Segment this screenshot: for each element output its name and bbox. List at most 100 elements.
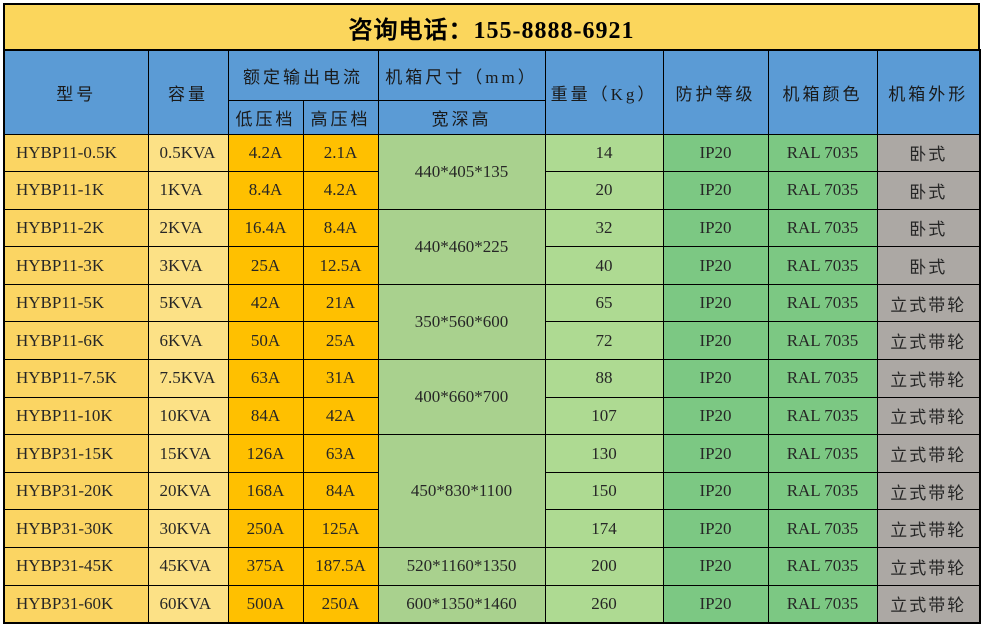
cell-protection: IP20 <box>662 396 769 436</box>
header-model: 型号 <box>3 49 149 135</box>
cell-current-high: 12.5A <box>302 246 379 285</box>
cell-color: RAL 7035 <box>767 208 878 248</box>
cell-size: 450*830*1100 <box>377 434 546 549</box>
cell-capacity: 10KVA <box>147 396 229 436</box>
cell-shape: 立式带轮 <box>876 584 981 624</box>
cell-weight: 20 <box>544 171 664 210</box>
cell-size: 440*405*135 <box>377 133 546 210</box>
cell-weight: 130 <box>544 434 664 473</box>
cell-shape: 立式带轮 <box>876 471 981 511</box>
cell-capacity: 3KVA <box>147 246 229 285</box>
cell-color: RAL 7035 <box>767 359 878 398</box>
cell-model: HYBP11-10K <box>3 396 149 436</box>
cell-capacity: 5KVA <box>147 283 229 323</box>
cell-weight: 72 <box>544 321 664 361</box>
cell-shape: 立式带轮 <box>876 434 981 473</box>
cell-shape: 立式带轮 <box>876 321 981 361</box>
cell-current-low: 126A <box>227 434 304 473</box>
cell-capacity: 1KVA <box>147 171 229 210</box>
cell-current-high: 25A <box>302 321 379 361</box>
cell-capacity: 7.5KVA <box>147 359 229 398</box>
cell-capacity: 15KVA <box>147 434 229 473</box>
cell-size: 520*1160*1350 <box>377 547 546 586</box>
cell-current-high: 84A <box>302 471 379 511</box>
table-row: HYBP31-45K 45KVA 375A 187.5A 520*1160*13… <box>3 547 981 586</box>
cell-current-high: 31A <box>302 359 379 398</box>
cell-model: HYBP31-45K <box>3 547 149 586</box>
cell-size: 400*660*700 <box>377 359 546 436</box>
cell-current-low: 25A <box>227 246 304 285</box>
header-current-group: 额定输出电流 <box>227 49 379 101</box>
cell-protection: IP20 <box>662 246 769 285</box>
cell-model: HYBP31-15K <box>3 434 149 473</box>
cell-capacity: 20KVA <box>147 471 229 511</box>
cell-current-low: 8.4A <box>227 171 304 210</box>
cell-color: RAL 7035 <box>767 547 878 586</box>
header-size-group: 机箱尺寸（mm） <box>377 49 546 101</box>
table-row: HYBP31-30K 30KVA 250A 125A 174 IP20 RAL … <box>3 509 981 549</box>
cell-current-low: 168A <box>227 471 304 511</box>
cell-color: RAL 7035 <box>767 471 878 511</box>
cell-size: 600*1350*1460 <box>377 584 546 624</box>
cell-current-high: 187.5A <box>302 547 379 586</box>
cell-capacity: 2KVA <box>147 208 229 248</box>
cell-color: RAL 7035 <box>767 171 878 210</box>
cell-color: RAL 7035 <box>767 434 878 473</box>
cell-capacity: 0.5KVA <box>147 133 229 173</box>
cell-weight: 14 <box>544 133 664 173</box>
cell-capacity: 6KVA <box>147 321 229 361</box>
cell-current-low: 42A <box>227 283 304 323</box>
cell-shape: 卧式 <box>876 171 981 210</box>
cell-shape: 卧式 <box>876 208 981 248</box>
cell-model: HYBP11-5K <box>3 283 149 323</box>
cell-current-high: 42A <box>302 396 379 436</box>
phone-banner: 咨询电话：155-8888-6921 <box>3 3 980 51</box>
cell-protection: IP20 <box>662 434 769 473</box>
header-current-low: 低压档 <box>227 99 304 135</box>
cell-model: HYBP31-20K <box>3 471 149 511</box>
cell-current-high: 2.1A <box>302 133 379 173</box>
cell-protection: IP20 <box>662 171 769 210</box>
cell-model: HYBP11-0.5K <box>3 133 149 173</box>
cell-model: HYBP11-1K <box>3 171 149 210</box>
cell-color: RAL 7035 <box>767 584 878 624</box>
cell-model: HYBP11-2K <box>3 208 149 248</box>
cell-weight: 32 <box>544 208 664 248</box>
header-shape: 机箱外形 <box>876 49 981 135</box>
cell-protection: IP20 <box>662 584 769 624</box>
cell-weight: 174 <box>544 509 664 549</box>
cell-weight: 88 <box>544 359 664 398</box>
cell-current-high: 8.4A <box>302 208 379 248</box>
cell-current-high: 125A <box>302 509 379 549</box>
cell-model: HYBP31-30K <box>3 509 149 549</box>
table-row: HYBP11-10K 10KVA 84A 42A 107 IP20 RAL 70… <box>3 396 981 436</box>
cell-model: HYBP11-3K <box>3 246 149 285</box>
cell-size: 440*460*225 <box>377 208 546 285</box>
cell-current-low: 84A <box>227 396 304 436</box>
cell-shape: 立式带轮 <box>876 283 981 323</box>
table-row: HYBP11-5K 5KVA 42A 21A 350*560*600 65 IP… <box>3 283 981 361</box>
cell-capacity: 30KVA <box>147 509 229 549</box>
table-row: HYBP11-6K 6KVA 50A 25A 72 IP20 RAL 7035 … <box>3 321 981 361</box>
cell-weight: 40 <box>544 246 664 285</box>
cell-protection: IP20 <box>662 509 769 549</box>
cell-model: HYBP31-60K <box>3 584 149 624</box>
cell-current-low: 250A <box>227 509 304 549</box>
cell-shape: 立式带轮 <box>876 547 981 586</box>
cell-current-high: 250A <box>302 584 379 624</box>
cell-capacity: 60KVA <box>147 584 229 624</box>
cell-protection: IP20 <box>662 471 769 511</box>
cell-current-high: 21A <box>302 283 379 323</box>
cell-current-low: 50A <box>227 321 304 361</box>
cell-weight: 107 <box>544 396 664 436</box>
cell-protection: IP20 <box>662 208 769 248</box>
cell-current-high: 63A <box>302 434 379 473</box>
cell-color: RAL 7035 <box>767 283 878 323</box>
cell-size: 350*560*600 <box>377 283 546 361</box>
cell-protection: IP20 <box>662 547 769 586</box>
table-row: HYBP31-20K 20KVA 168A 84A 150 IP20 RAL 7… <box>3 471 981 511</box>
cell-color: RAL 7035 <box>767 321 878 361</box>
cell-model: HYBP11-6K <box>3 321 149 361</box>
cell-current-low: 500A <box>227 584 304 624</box>
cell-model: HYBP11-7.5K <box>3 359 149 398</box>
